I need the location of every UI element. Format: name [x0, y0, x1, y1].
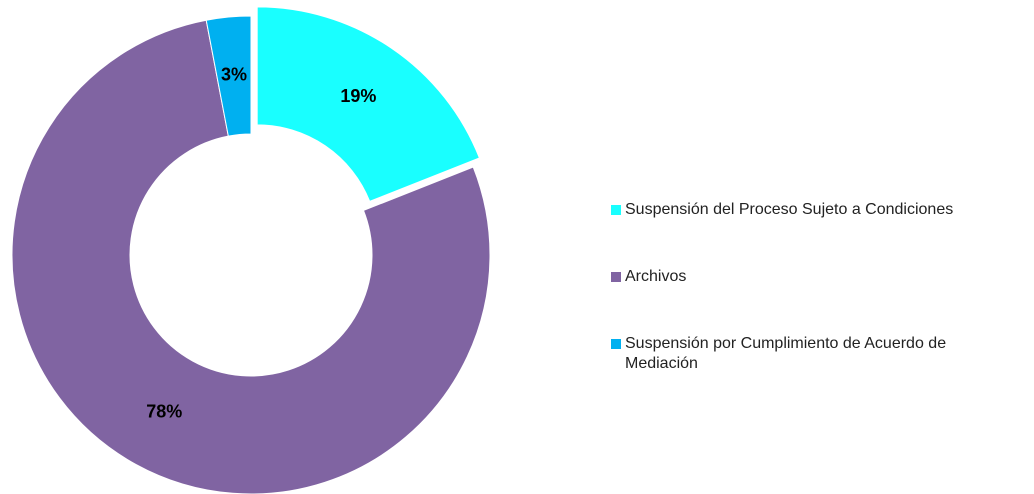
legend-label: Archivos: [625, 268, 687, 285]
value-label: 3%: [221, 65, 247, 85]
legend-swatch: [611, 205, 621, 215]
value-label: 19%: [340, 86, 376, 106]
value-label: 78%: [146, 401, 182, 421]
legend-item: Suspensión del Proceso Sujeto a Condicio…: [611, 200, 1021, 220]
chart: 19% 78% 3%: [11, 6, 491, 494]
legend-item: Suspensión por Cumplimiento de Acuerdo d…: [611, 334, 1021, 374]
legend-item: Archivos: [611, 267, 1021, 287]
legend-swatch: [611, 339, 621, 349]
legend-label: Suspensión del Proceso Sujeto a Condicio…: [625, 201, 954, 218]
donut-slice: [205, 15, 252, 137]
legend-label: Suspensión por Cumplimiento de Acuerdo d…: [625, 335, 947, 372]
legend-swatch: [611, 272, 621, 282]
legend: Suspensión del Proceso Sujeto a Condicio…: [611, 200, 1021, 421]
donut-slice: [256, 6, 481, 203]
donut-slice: [11, 19, 491, 494]
